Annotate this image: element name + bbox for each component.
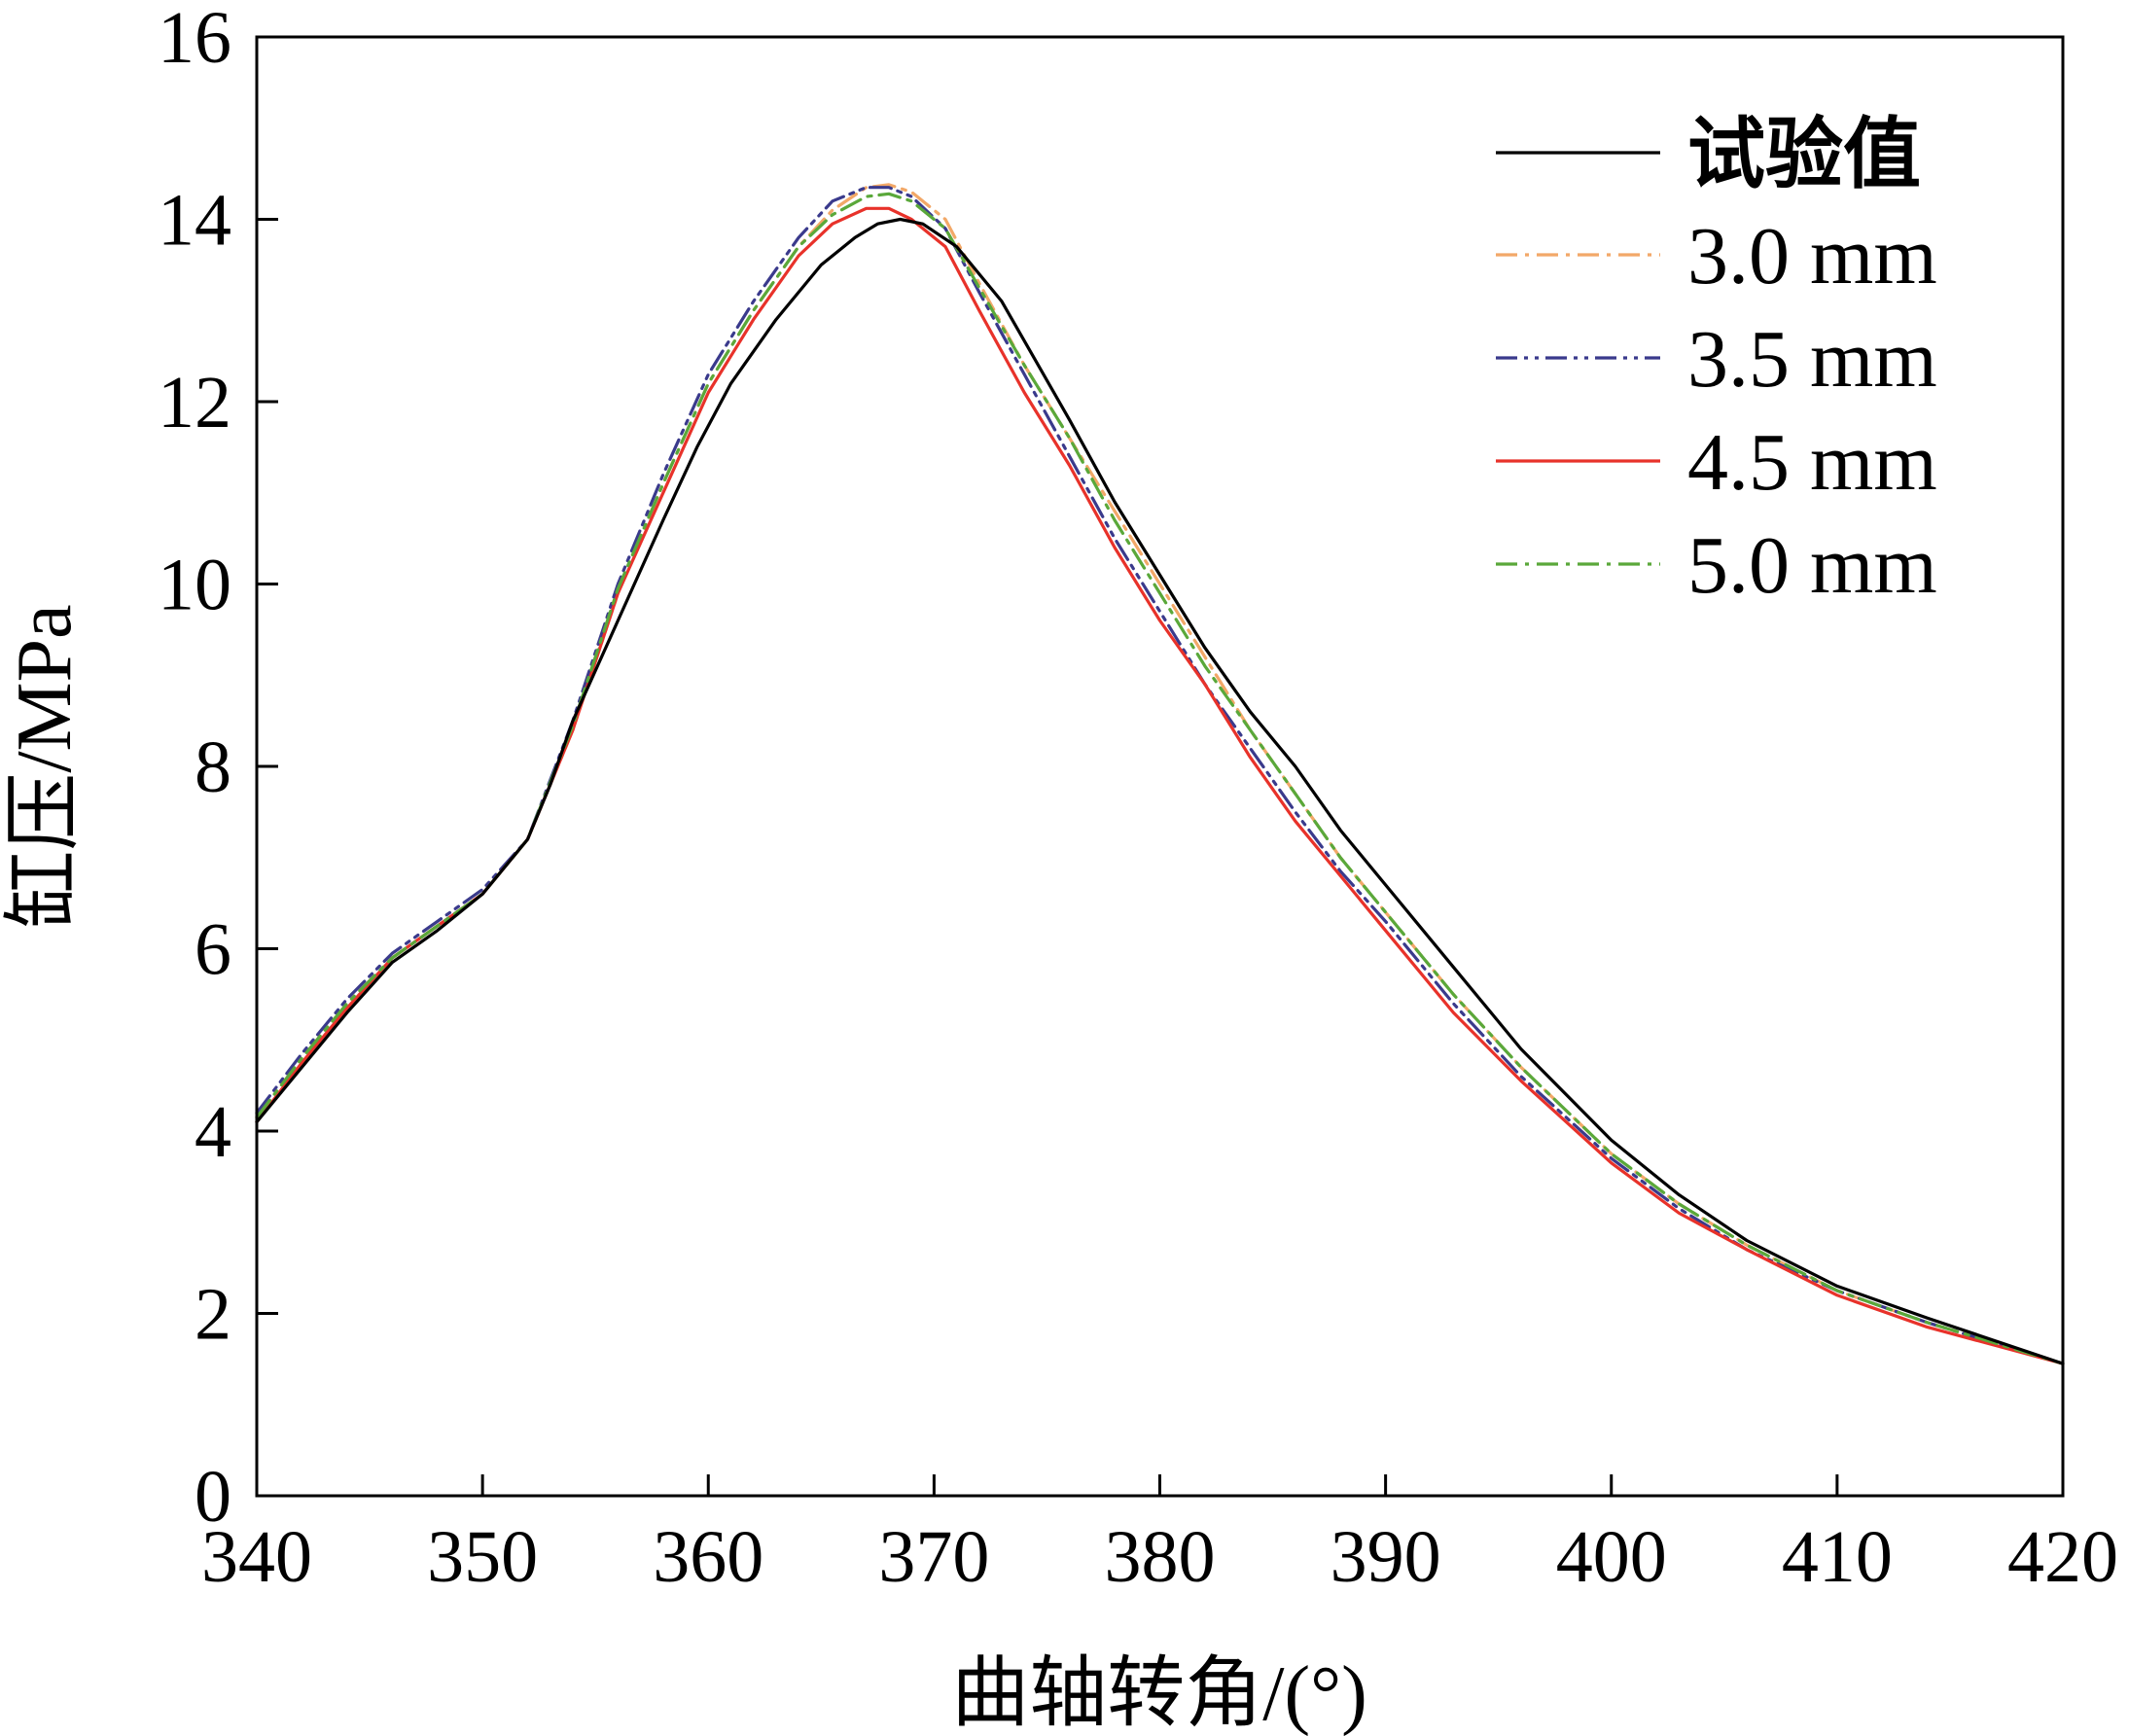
y-tick-label: 8 [195,726,231,808]
y-tick-label: 2 [195,1274,231,1356]
series-layer [255,183,2065,1365]
y-tick-label: 6 [195,909,231,991]
legend-label: 4.5 mm [1687,417,1937,508]
x-tick-label: 370 [878,1516,989,1598]
legend-label: 3.0 mm [1687,211,1937,301]
y-axis: 0 2 4 6 8 10 12 14 16 [158,0,278,1538]
y-tick-label: 16 [158,0,231,79]
y-tick-label: 4 [195,1091,231,1173]
y-tick-label: 12 [158,362,231,443]
legend-label: 5.0 mm [1687,520,1937,611]
legend: 试验值 3.0 mm 3.5 mm 4.5 mm 5.0 mm [1496,109,1937,611]
y-tick-label: 0 [195,1456,231,1538]
x-tick-label: 350 [427,1516,538,1598]
x-axis: 340 350 360 370 380 390 400 410 420 [201,1474,2118,1598]
x-tick-label: 360 [653,1516,763,1598]
y-tick-label: 10 [158,545,231,626]
x-tick-label: 380 [1105,1516,1216,1598]
y-axis-title: 缸压/MPa [2,604,88,928]
x-tick-label: 410 [1782,1516,1893,1598]
x-tick-label: 400 [1556,1516,1667,1598]
legend-label: 试验值 [1687,109,1921,199]
y-tick-label: 14 [158,180,231,262]
x-tick-label: 390 [1331,1516,1441,1598]
legend-label: 3.5 mm [1687,314,1937,405]
x-axis-title: 曲轴转角/(°) [951,1651,1367,1736]
series-line [255,217,2065,1365]
x-tick-label: 420 [2007,1516,2118,1598]
x-tick-label: 340 [201,1516,312,1598]
